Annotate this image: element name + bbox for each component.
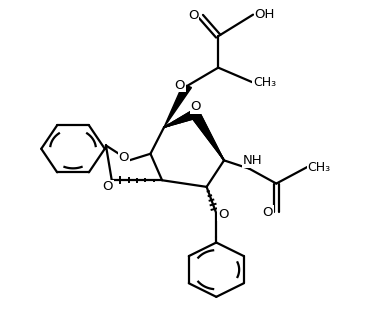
Text: CH₃: CH₃	[253, 76, 276, 89]
Text: O: O	[119, 151, 129, 164]
Text: O: O	[188, 9, 198, 22]
Text: NH: NH	[243, 154, 262, 167]
Text: OH: OH	[255, 8, 275, 21]
Text: O: O	[191, 100, 201, 113]
Polygon shape	[164, 84, 191, 127]
Polygon shape	[191, 112, 224, 160]
Text: O: O	[174, 79, 185, 92]
Polygon shape	[164, 110, 197, 127]
Text: O: O	[262, 206, 273, 219]
Text: CH₃: CH₃	[307, 161, 330, 173]
Text: O: O	[218, 207, 229, 220]
Polygon shape	[191, 112, 224, 160]
Text: O: O	[103, 180, 113, 193]
Polygon shape	[164, 110, 197, 127]
